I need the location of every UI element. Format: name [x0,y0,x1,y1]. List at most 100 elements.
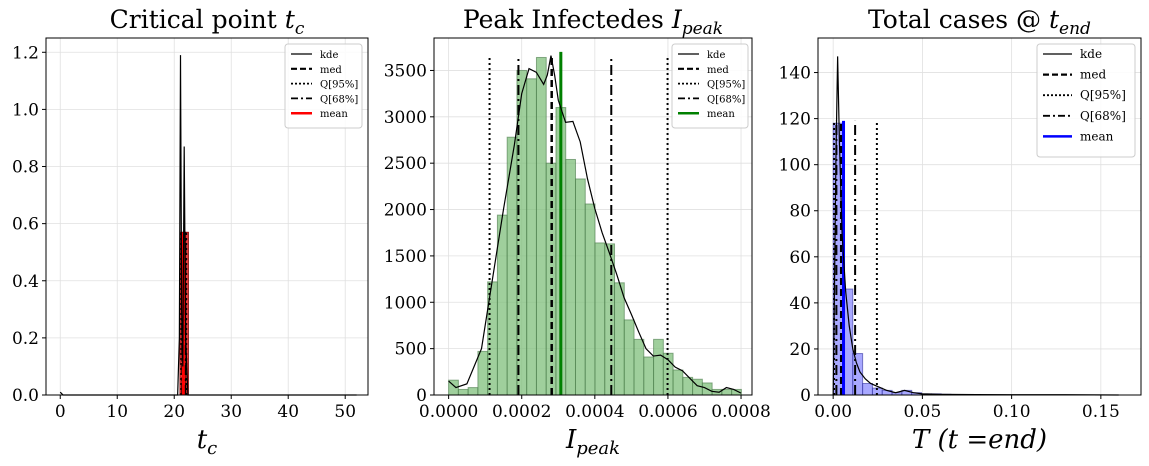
histogram-bar [526,78,537,396]
histogram-bar [653,338,664,396]
legend-label: Q[68%] [1080,109,1126,123]
y-tick-label: 40 [789,294,811,314]
legend-box [284,43,363,129]
panel-2: 0.0000 0.0002 0.0004 0.0006 0.0008 0 500 1000 15… [384,5,771,459]
x-tick-label: 0.05 [903,402,941,422]
y-tick-label: 1.2 [12,43,39,63]
x-tick-label: 20 [163,402,185,422]
x-label-main: t [197,425,208,455]
x-tick-label: 0.0008 [711,402,770,422]
histogram-bar [467,387,479,396]
x-label-sub: c [207,438,217,459]
x-tick-label: 0.00 [814,402,852,422]
y-tick-label: 0.4 [12,272,39,292]
legend-box [671,43,749,129]
y-tick-label: 3000 [384,108,427,128]
axes-frame [817,37,1142,396]
y-tick-label: 500 [395,340,427,360]
y-tick-label: 2000 [384,201,427,221]
x-tick-label: 0.0002 [492,402,551,422]
y-tick-label: 2500 [384,154,427,174]
legend-label: mean [1080,129,1114,143]
histogram-bar [604,243,616,396]
title-sub: peak [682,19,723,39]
y-tick-label: 80 [789,202,811,222]
histogram-bar [594,242,606,396]
y-tick-label: 0 [800,386,811,406]
histogram-bar [862,382,873,396]
x-axis-label: Ipeak [565,425,620,459]
histogram-bars [832,122,952,396]
legend-label: Q[95%] [1080,88,1126,102]
x-tick-label: 40 [277,402,299,422]
x-tick-label: 0.10 [993,402,1031,422]
histogram-bar [614,282,625,396]
chart-title: Critical point tc [110,5,305,39]
histogram-bar [565,158,576,396]
legend: kde med Q[95%] Q[68%] mean [284,43,363,129]
y-tick-label: 0.8 [12,158,39,178]
legend-label: kde [707,50,725,61]
axes-frame [45,37,369,396]
histogram-bar [584,203,596,396]
legend-label: med [320,65,342,76]
y-tick-label: 0 [416,386,427,406]
panel-3: 0.00 0.05 0.10 0.15 0 20 40 60 80 100 120 140 Total … [779,5,1142,455]
kde-curve [448,55,742,394]
axes-frame [433,37,753,396]
panel-1: 0 10 20 30 40 50 0.0 0.2 0.4 0.6 0.8 1.0 1.2 Critical… [12,5,369,459]
legend-label: mean [707,109,735,120]
y-tick-label: 1000 [384,293,427,313]
legend-label: med [707,65,729,76]
histogram-bar [633,338,645,396]
x-tick-label: 0.0000 [419,402,478,422]
legend-label: med [1080,68,1106,82]
title-sub: c [295,19,305,39]
histogram-bar [721,388,733,396]
legend-label: Q[95%] [707,80,745,91]
x-tick-label: 0.15 [1082,402,1120,422]
histogram-bar [477,350,489,396]
y-tick-label: 0.0 [12,386,39,406]
x-tick-label: 30 [220,402,242,422]
y-tick-label: 60 [789,248,811,268]
histogram-bars [448,56,742,396]
y-tick-label: 1500 [384,247,427,267]
title-math: t [1049,5,1060,34]
x-tick-label: 50 [334,402,356,422]
x-tick-label: 0 [55,402,66,422]
y-tick-label: 120 [779,110,811,130]
histogram-bar [623,319,635,396]
x-axis-label: tc [197,425,218,459]
histogram-bar [643,356,655,396]
kde-curve [832,56,1119,396]
title-text: Critical point [110,5,285,34]
y-tick-label: 100 [779,156,811,176]
y-tick-label: 140 [779,64,811,84]
x-tick-label: 0.0006 [638,402,697,422]
y-tick-label: 20 [789,340,811,360]
legend: kde med Q[95%] Q[68%] mean [671,43,749,129]
x-tick-label: 0.0004 [565,402,624,422]
histogram-bar [672,369,684,396]
legend-label: mean [320,109,348,120]
y-tick-label: 0.2 [12,329,39,349]
title-text: Total cases @ [868,5,1049,34]
x-tick-label: 10 [106,402,128,422]
chart-title: Total cases @ tend [868,5,1091,39]
legend-label: kde [320,50,338,61]
x-label-main: I [565,425,577,455]
legend-box [1036,43,1136,158]
title-math: I [671,5,683,34]
x-label-sub: peak [576,438,620,459]
y-tick-label: 3500 [384,61,427,81]
histogram-bar [457,388,469,396]
histogram-bar [535,56,547,396]
histogram-bar [574,178,586,396]
legend-label: Q[68%] [707,94,745,105]
legend: kde med Q[95%] Q[68%] mean [1036,43,1136,158]
legend-label: kde [1080,47,1102,61]
x-axis-label: T (t =end) [912,425,1047,455]
chart-title: Peak Infectedes Ipeak [463,5,723,39]
